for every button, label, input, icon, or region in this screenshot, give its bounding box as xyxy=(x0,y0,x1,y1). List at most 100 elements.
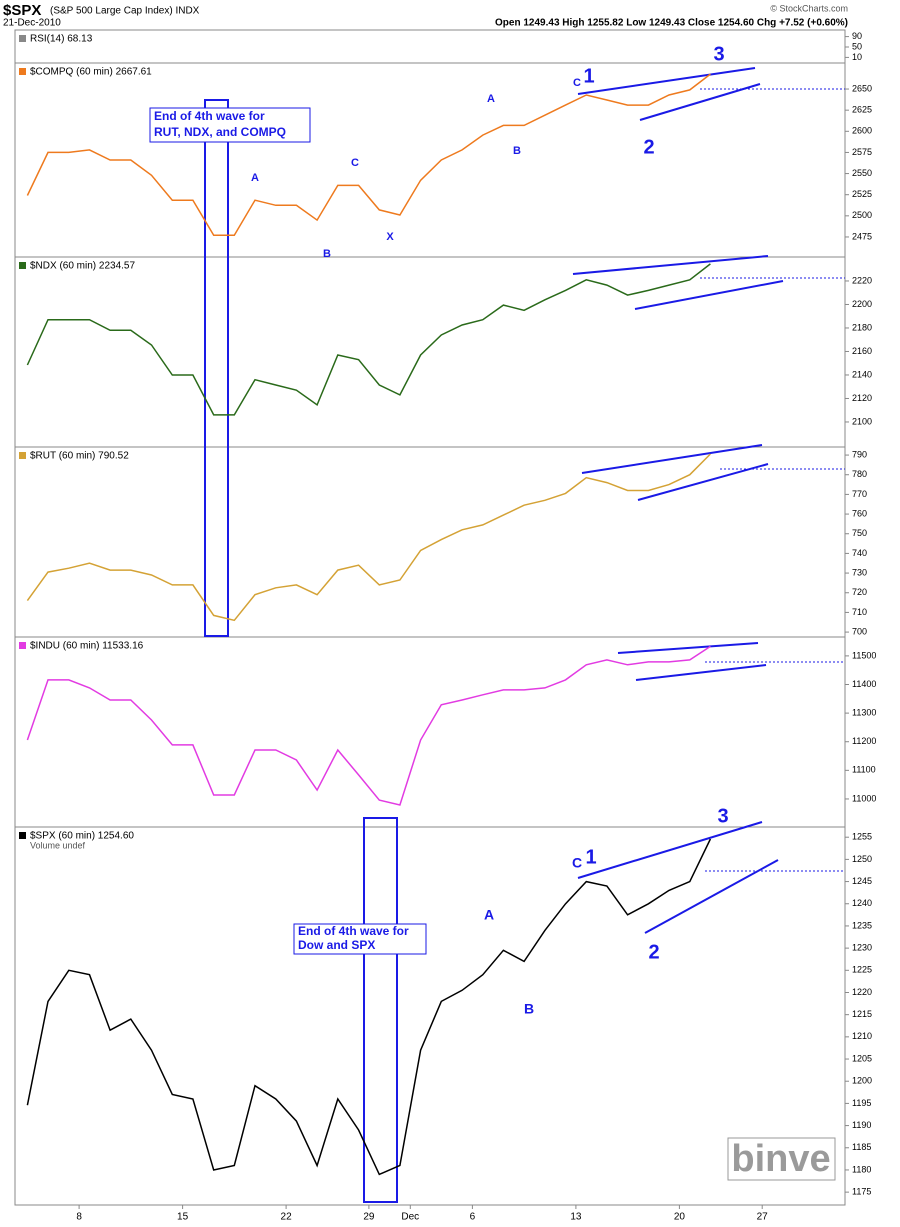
trend-line xyxy=(635,664,767,681)
legend-swatch xyxy=(19,642,26,649)
panel-frame xyxy=(14,826,846,1206)
x-tick-label: 27 xyxy=(757,1212,769,1223)
price-line xyxy=(26,263,711,416)
y-tick-label: 2180 xyxy=(852,322,872,332)
panel-frames xyxy=(14,29,846,1206)
panel-frame xyxy=(14,256,846,448)
wave-label: A xyxy=(484,907,494,923)
y-tick-label: 1225 xyxy=(852,965,872,975)
legend-swatch xyxy=(19,35,26,42)
y-tick-label: 1180 xyxy=(852,1164,871,1174)
wave-label: 2 xyxy=(643,136,654,158)
y-tick-label: 2575 xyxy=(852,147,872,157)
legend-swatch xyxy=(19,68,26,75)
price-line xyxy=(26,453,711,622)
panel-title: $INDU (60 min) 11533.16 xyxy=(30,641,144,652)
y-tick-label: 2550 xyxy=(852,168,872,178)
y-tick-label: 11100 xyxy=(852,765,876,775)
y-tick-label: 770 xyxy=(852,489,867,499)
y-tick-label: 2200 xyxy=(852,299,872,309)
y-tick-label: 50 xyxy=(852,41,862,51)
y-tick-label: 10 xyxy=(852,52,862,62)
y-tick-label: 710 xyxy=(852,607,867,617)
x-tick-label: 20 xyxy=(674,1212,686,1223)
legend-swatch xyxy=(19,262,26,269)
y-tick-label: 1195 xyxy=(852,1098,871,1108)
y-tick-label: 790 xyxy=(852,449,867,459)
panel-frame xyxy=(14,446,846,638)
y-tick-label: 11400 xyxy=(852,679,876,689)
y-tick-label: 2500 xyxy=(852,210,872,220)
date: 21-Dec-2010 xyxy=(3,18,61,29)
y-tick-label: 1255 xyxy=(852,832,872,842)
x-tick-label: Dec xyxy=(401,1212,419,1223)
y-tick-label: 2160 xyxy=(852,346,872,356)
y-tick-label: 2120 xyxy=(852,393,872,403)
y-tick-label: 11300 xyxy=(852,707,876,717)
wave-box xyxy=(363,817,398,1203)
y-tick-label: 1210 xyxy=(852,1031,872,1041)
wave-label: 1 xyxy=(583,65,594,87)
y-tick-label: 1215 xyxy=(852,1009,872,1019)
wave-label: C xyxy=(351,157,359,169)
x-tick-label: 6 xyxy=(470,1212,476,1223)
watermark: binve xyxy=(731,1138,830,1180)
note-line: RUT, NDX, and COMPQ xyxy=(154,125,286,139)
y-tick-label: 1175 xyxy=(852,1187,871,1197)
y-tick-label: 11500 xyxy=(852,650,876,660)
price-line xyxy=(26,645,711,806)
trend-line xyxy=(577,67,756,95)
trend-line xyxy=(581,444,763,474)
wave-label: B xyxy=(323,248,331,260)
wave-label: A xyxy=(487,93,495,105)
y-tick-label: 2600 xyxy=(852,126,872,136)
y-tick-label: 2525 xyxy=(852,189,872,199)
panel-title: $NDX (60 min) 2234.57 xyxy=(30,261,135,272)
panel-subtitle: Volume undef xyxy=(30,840,86,850)
panel-title: $COMPQ (60 min) 2667.61 xyxy=(30,67,152,78)
wave-label: X xyxy=(386,231,394,243)
trend-line xyxy=(634,280,784,310)
symbol-name: (S&P 500 Large Cap Index) INDX xyxy=(50,6,200,17)
wave-label: A xyxy=(251,172,259,184)
trend-line xyxy=(639,83,761,121)
y-tick-label: 750 xyxy=(852,528,867,538)
y-tick-label: 2475 xyxy=(852,231,872,241)
trend-lines xyxy=(572,67,845,934)
trend-line xyxy=(577,821,763,879)
wave-label: B xyxy=(513,145,521,157)
y-tick-label: 2625 xyxy=(852,105,872,115)
y-tick-label: 1230 xyxy=(852,942,872,952)
panel-title: $RUT (60 min) 790.52 xyxy=(30,451,129,462)
note-line: End of 4th wave for xyxy=(154,109,265,123)
legend-swatch xyxy=(19,832,26,839)
x-tick-label: 15 xyxy=(177,1212,189,1223)
y-tick-label: 2140 xyxy=(852,369,872,379)
x-tick-label: 13 xyxy=(570,1212,582,1223)
y-tick-label: 2220 xyxy=(852,275,872,285)
y-tick-label: 11200 xyxy=(852,736,876,746)
credit: © StockCharts.com xyxy=(770,3,848,13)
symbol: $SPX xyxy=(3,2,41,19)
y-tick-label: 1245 xyxy=(852,876,872,886)
panel-title: RSI(14) 68.13 xyxy=(30,34,93,45)
y-tick-label: 1235 xyxy=(852,920,872,930)
y-tick-label: 1185 xyxy=(852,1142,871,1152)
note-line: End of 4th wave for xyxy=(298,924,409,938)
panel-frame xyxy=(14,636,846,828)
price-line xyxy=(26,838,712,1176)
y-tick-label: 1200 xyxy=(852,1076,872,1086)
y-tick-label: 760 xyxy=(852,508,867,518)
y-tick-label: 740 xyxy=(852,548,867,558)
y-tick-label: 780 xyxy=(852,469,867,479)
price-line xyxy=(26,73,711,237)
y-tick-label: 1250 xyxy=(852,854,872,864)
y-tick-label: 1220 xyxy=(852,987,872,997)
y-tick-label: 90 xyxy=(852,31,862,41)
wave-label: 1 xyxy=(585,846,596,868)
trend-line xyxy=(572,255,769,275)
wave-label: 3 xyxy=(717,805,728,827)
legend-swatch xyxy=(19,452,26,459)
y-tick-label: 720 xyxy=(852,587,867,597)
